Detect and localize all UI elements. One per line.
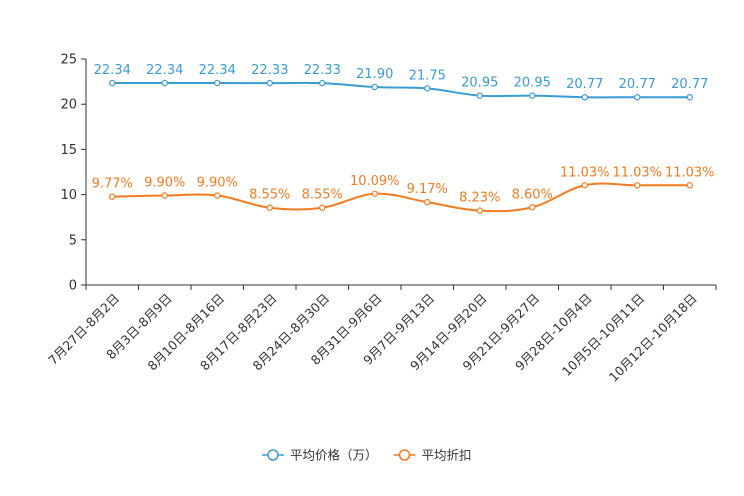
legend-marker [398,449,411,461]
data-label: 8.55% [302,188,343,203]
data-label: 20.95 [514,76,551,91]
data-label: 22.34 [199,63,236,78]
legend-label: 平均价格（万） [290,448,378,463]
series-line [112,81,690,99]
data-point [161,79,168,87]
data-label: 22.33 [304,63,341,78]
data-point [266,79,273,87]
y-tick-label: 15 [60,143,77,158]
y-tick-label: 10 [60,188,77,203]
data-label: 11.03% [560,165,610,180]
legend-item-1: 平均价格（万） [262,448,378,463]
data-label: 21.90 [356,67,393,82]
data-point [214,79,221,87]
data-label: 11.03% [665,165,715,180]
data-label: 20.77 [671,77,708,92]
data-point [424,198,431,206]
data-label: 8.23% [459,191,500,206]
series-line [112,182,690,213]
data-point [109,79,116,87]
y-tick-label: 25 [60,53,77,68]
data-label: 22.33 [251,63,288,78]
data-label: 8.60% [512,187,553,202]
data-label: 20.77 [566,77,603,92]
data-point [371,190,378,197]
x-tick-label: 10月12日-10月18日 [606,291,700,385]
legend-marker [267,449,279,461]
data-point [634,182,641,189]
data-label: 11.03% [612,165,662,180]
data-point [581,182,588,189]
data-point [476,207,483,214]
y-tick-label: 5 [69,233,77,248]
data-label: 21.75 [409,68,446,83]
data-point [581,94,588,101]
data-point [424,85,431,92]
data-label: 9.90% [144,176,185,191]
x-axis: 7月27日-8月2日8月3日-8月9日8月10日-8月16日8月17日-8月23… [45,284,717,385]
data-label: 8.55% [249,188,290,203]
data-label: 9.90% [197,176,238,191]
data-point [266,204,273,211]
data-label: 9.17% [407,182,448,197]
legend-item-2: 平均折扣 [393,448,472,463]
y-tick-label: 0 [69,279,77,294]
y-axis: 0 5 10 15 20 25 [60,53,87,294]
data-point [529,92,536,99]
data-point [109,193,116,200]
series-2: 9.77% 9.90% 9.90% 8.55% 8.55% 10.09% 9.17% 8.23… [92,165,715,214]
data-point [686,94,693,101]
data-label: 22.34 [94,63,131,78]
data-point [476,92,483,99]
data-point [319,79,326,87]
data-point [161,192,168,199]
data-point [634,94,641,101]
data-label: 10.09% [350,174,400,189]
data-point [371,83,378,91]
data-point [214,192,221,199]
legend-label: 平均折扣 [422,448,472,463]
series-layer: 22.34 22.34 22.34 22.33 22.33 21.90 21.75 20.95… [92,63,715,214]
data-point [686,182,693,189]
legend: 平均价格（万） 平均折扣 [262,448,472,463]
data-point [319,204,326,211]
data-label: 20.95 [461,76,498,91]
data-label: 22.34 [146,63,183,78]
series-1: 22.34 22.34 22.34 22.33 22.33 21.90 21.75 20.95… [94,63,708,101]
data-label: 9.77% [92,177,133,192]
data-point [529,204,536,211]
data-label: 20.77 [619,77,656,92]
y-tick-label: 20 [60,98,77,113]
